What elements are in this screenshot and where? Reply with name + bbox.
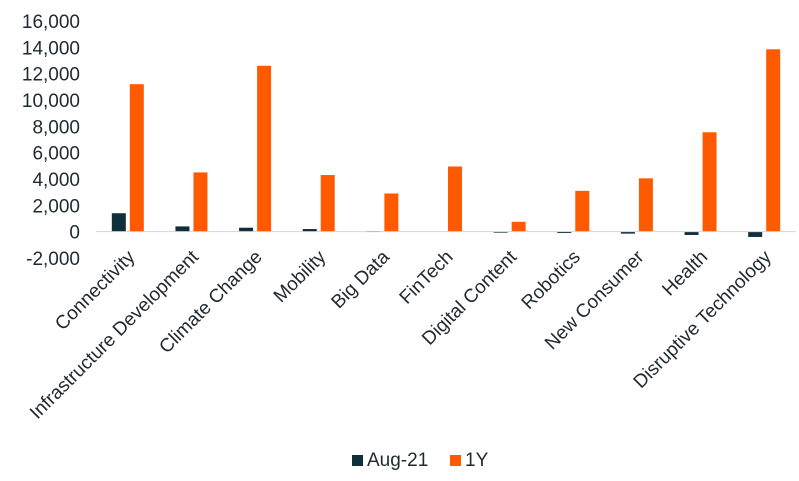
legend-swatch-1y — [450, 455, 461, 466]
bars — [111, 49, 781, 237]
bar-1y-big-data — [384, 193, 399, 232]
y-tick-label: 0 — [69, 223, 80, 244]
x-category-label: Robotics — [518, 247, 585, 314]
bar-1y-digital-content — [511, 221, 526, 232]
y-tick-label: 12,000 — [22, 65, 80, 86]
bar-1y-connectivity — [129, 84, 144, 232]
bar-1y-climate-change — [257, 65, 272, 232]
y-tick-label: 10,000 — [22, 91, 80, 112]
bar-1y-new-consumer — [638, 178, 653, 232]
y-axis: 16,000 14,000 12,000 10,000 8,000 6,000 4,000 2… — [22, 12, 80, 270]
bar-aug21-connectivity — [111, 213, 126, 232]
bar-1y-fintech — [448, 166, 462, 232]
bar-aug21-infrastructure-development — [175, 226, 190, 232]
bar-aug21-new-consumer — [620, 231, 635, 234]
x-category-label: Big Data — [328, 246, 395, 313]
bar-1y-health — [702, 132, 717, 232]
legend-label-aug21: Aug-21 — [367, 450, 428, 471]
bar-1y-mobility — [320, 175, 335, 232]
y-tick-label: 4,000 — [32, 170, 80, 191]
bar-1y-robotics — [575, 190, 590, 232]
legend-swatch-aug21 — [352, 455, 363, 466]
x-category-label: Health — [658, 247, 712, 301]
bar-aug21-digital-content — [493, 231, 508, 233]
bar-aug21-robotics — [557, 231, 572, 233]
y-tick-label: 8,000 — [32, 117, 80, 138]
y-tick-label: 6,000 — [32, 144, 80, 165]
y-tick-label: 2,000 — [32, 196, 80, 217]
bar-1y-disruptive-technology — [766, 49, 781, 232]
bar-aug21-disruptive-technology — [748, 231, 763, 237]
bar-aug21-mobility — [302, 229, 317, 232]
bar-1y-infrastructure-development — [193, 172, 208, 232]
bar-aug21-climate-change — [239, 227, 254, 232]
y-tick-label: -2,000 — [26, 249, 80, 270]
y-tick-label: 16,000 — [22, 12, 80, 33]
x-category-label: Mobility — [270, 246, 331, 307]
y-tick-label: 14,000 — [22, 38, 80, 59]
legend: Aug-21 1Y — [352, 450, 489, 471]
x-category-label: FinTech — [396, 247, 458, 309]
legend-label-1y: 1Y — [465, 450, 489, 471]
bar-aug21-health — [684, 231, 699, 235]
